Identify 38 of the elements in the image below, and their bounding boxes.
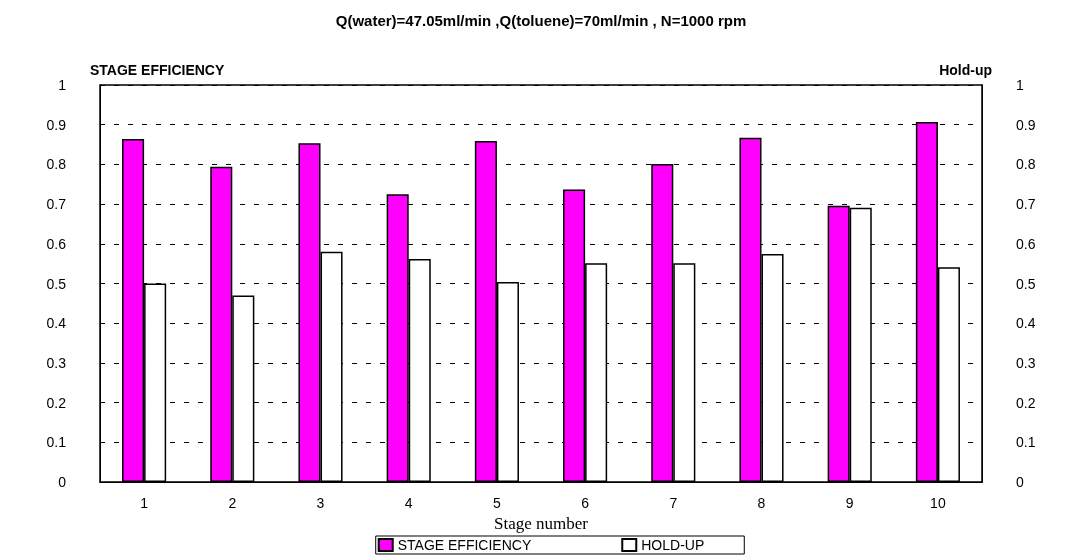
x-tick-label: 4 [404,495,413,511]
y-tick-label: 0.5 [46,275,67,292]
x-tick-label: 10 [930,495,946,511]
y-tick-label: 0.9 [46,116,67,133]
y-tick-label: 0.1 [46,434,67,451]
x-tick-label: 7 [669,495,678,511]
y2-tick-label: 0.4 [1016,315,1036,332]
x-tick-label: 3 [316,495,325,511]
y2-tick-label: 0.5 [1016,275,1036,292]
y-axis-title: STAGE EFFICIENCY [90,62,225,78]
y2-tick-label: 0.2 [1016,394,1036,411]
y-tick-label: 0.2 [46,394,67,411]
x-tick-label: 2 [228,495,237,511]
y2-tick-label: 0.7 [1016,196,1036,213]
x-tick-label: 8 [757,495,766,511]
x-axis-title: Stage number [494,513,589,533]
y-tick-label: 0.3 [46,354,67,371]
y2-tick-label: 0.1 [1016,434,1036,451]
x-tick-label: 1 [140,495,149,511]
y2-tick-label: 0.6 [1016,235,1036,252]
chart-title: Q(water)=47.05ml/min ,Q(toluene)=70ml/min , N=1000 rpm [335,12,747,29]
y-tick-label: 1 [58,77,67,93]
x-tick-label: 5 [493,495,501,511]
y-tick-label: 0.7 [46,196,67,213]
y-tick-label: 0.8 [46,156,67,173]
y2-axis-title: Hold-up [939,62,992,78]
y-tick-label: 0 [58,474,67,490]
y2-tick-label: 0 [1016,474,1024,490]
y-tick-label: 0.4 [46,315,67,332]
legend-label: HOLD-UP [641,537,705,553]
y2-tick-label: 0.8 [1016,156,1036,173]
legend-label: STAGE EFFICIENCY [397,537,532,553]
y2-tick-label: 1 [1016,77,1024,93]
x-tick-label: 6 [581,495,590,511]
y-tick-label: 0.6 [46,235,67,252]
y2-tick-label: 0.9 [1016,116,1036,133]
y2-tick-label: 0.3 [1016,354,1036,371]
x-tick-label: 9 [845,495,854,511]
